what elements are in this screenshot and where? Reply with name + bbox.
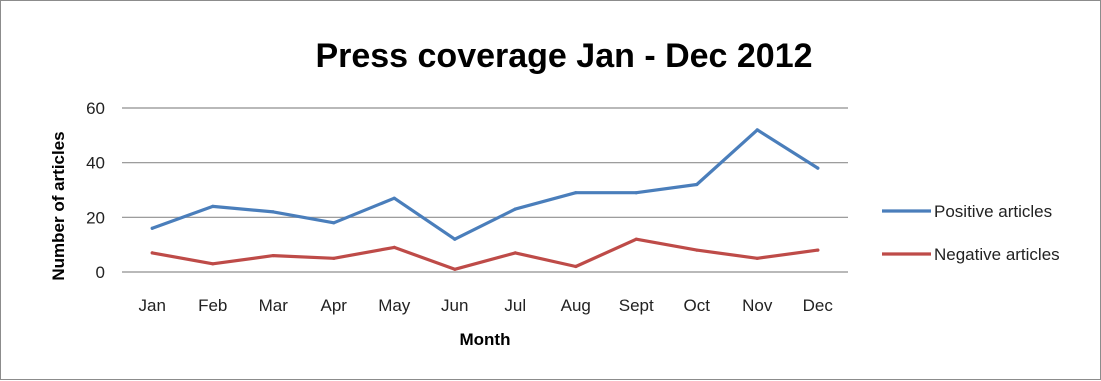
data-point xyxy=(816,166,820,170)
series-layer xyxy=(150,128,820,271)
data-point xyxy=(392,196,396,200)
x-tick-label: May xyxy=(378,296,411,315)
data-point xyxy=(150,226,154,230)
y-tick-label: 0 xyxy=(96,263,105,282)
data-point xyxy=(695,182,699,187)
data-point xyxy=(755,256,759,260)
x-tick-label: Jun xyxy=(441,296,468,315)
x-tick-label: Oct xyxy=(684,296,711,315)
y-axis-title: Number of articles xyxy=(49,131,68,280)
data-point xyxy=(513,207,517,211)
data-point xyxy=(211,262,215,266)
y-tick-label: 60 xyxy=(86,99,105,118)
data-point xyxy=(513,251,517,255)
data-point xyxy=(332,256,336,260)
x-tick-label: Feb xyxy=(198,296,227,315)
x-axis-ticks: Jan Feb Mar Apr May Jun Jul Aug Sept Oct Nov Dec xyxy=(139,296,834,315)
gridlines xyxy=(122,107,848,218)
legend-label: Negative articles xyxy=(934,245,1060,264)
x-tick-label: Jan xyxy=(139,296,166,315)
x-tick-label: Jul xyxy=(504,296,526,315)
data-point xyxy=(453,237,457,241)
y-tick-label: 40 xyxy=(86,154,105,173)
y-axis-ticks: 0 20 40 60 xyxy=(86,99,105,282)
data-point xyxy=(271,254,275,258)
data-point xyxy=(392,245,396,249)
series-line-negative xyxy=(150,237,820,271)
x-tick-label: Nov xyxy=(742,296,773,315)
x-tick-label: Mar xyxy=(259,296,289,315)
legend-label: Positive articles xyxy=(934,202,1052,221)
data-point xyxy=(695,248,699,252)
data-point xyxy=(634,191,638,195)
x-tick-label: Apr xyxy=(321,296,348,315)
x-axis-title: Month xyxy=(460,330,511,349)
data-point xyxy=(332,221,336,225)
series-line-positive xyxy=(150,128,820,241)
data-point xyxy=(271,210,275,214)
data-point xyxy=(574,191,578,195)
x-tick-label: Dec xyxy=(803,296,834,315)
chart-title: Press coverage Jan - Dec 2012 xyxy=(315,37,812,75)
data-point xyxy=(755,128,759,132)
data-point xyxy=(574,264,578,269)
data-point xyxy=(453,267,457,271)
y-tick-label: 20 xyxy=(86,208,105,227)
data-point xyxy=(816,248,820,252)
x-tick-label: Aug xyxy=(561,296,591,315)
data-point xyxy=(211,204,215,208)
legend: Positive articles Negative articles xyxy=(882,202,1060,264)
data-point xyxy=(150,251,154,255)
x-tick-label: Sept xyxy=(619,296,654,315)
data-point xyxy=(634,237,638,241)
